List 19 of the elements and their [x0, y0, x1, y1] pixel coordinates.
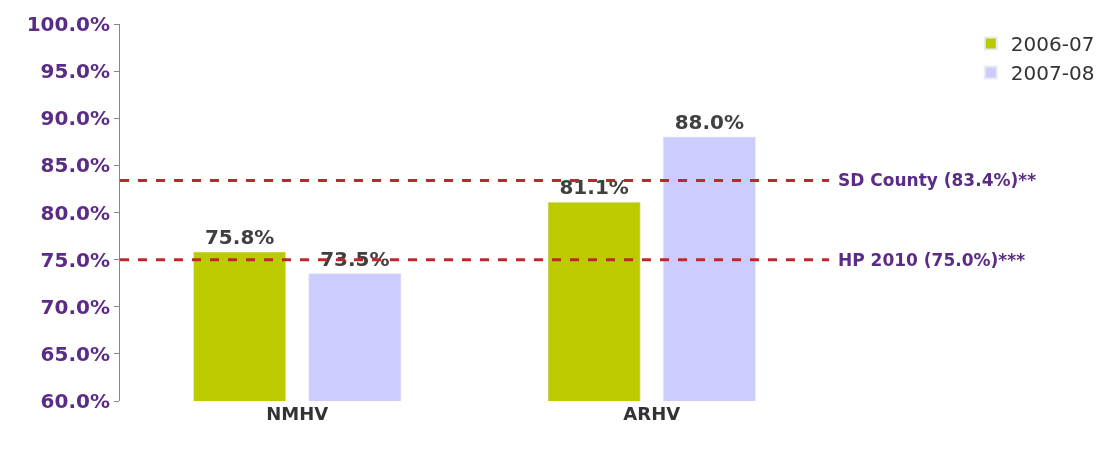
- legend-label: 2007-08: [1010, 61, 1095, 86]
- y-tick-label: 65.0%: [40, 341, 110, 366]
- y-tick-label: 95.0%: [40, 59, 110, 84]
- y-tick-label: 90.0%: [40, 106, 110, 131]
- text: 81.1%: [559, 175, 629, 200]
- y-tick-label: 100.0%: [26, 12, 110, 36]
- text: 75.8%: [204, 225, 275, 250]
- y-tick-label: 75.0%: [40, 247, 110, 272]
- text: 73.5%: [320, 246, 390, 271]
- y-tick-label: 85.0%: [40, 153, 110, 178]
- text: 88.0%: [674, 110, 745, 135]
- legend-label: 2006-07: [1010, 32, 1095, 57]
- y-tick-label: 60.0%: [40, 389, 110, 413]
- y-tick-label: 70.0%: [40, 294, 110, 319]
- x-tick-label: NMHV: [266, 403, 329, 424]
- y-tick-label: 80.0%: [40, 200, 110, 225]
- x-tick-label: ARHV: [623, 403, 681, 424]
- ref-line-label: HP 2010 (75.0%)***: [838, 250, 1026, 270]
- ref-line-label: SD County (83.4%)**: [838, 170, 1037, 190]
